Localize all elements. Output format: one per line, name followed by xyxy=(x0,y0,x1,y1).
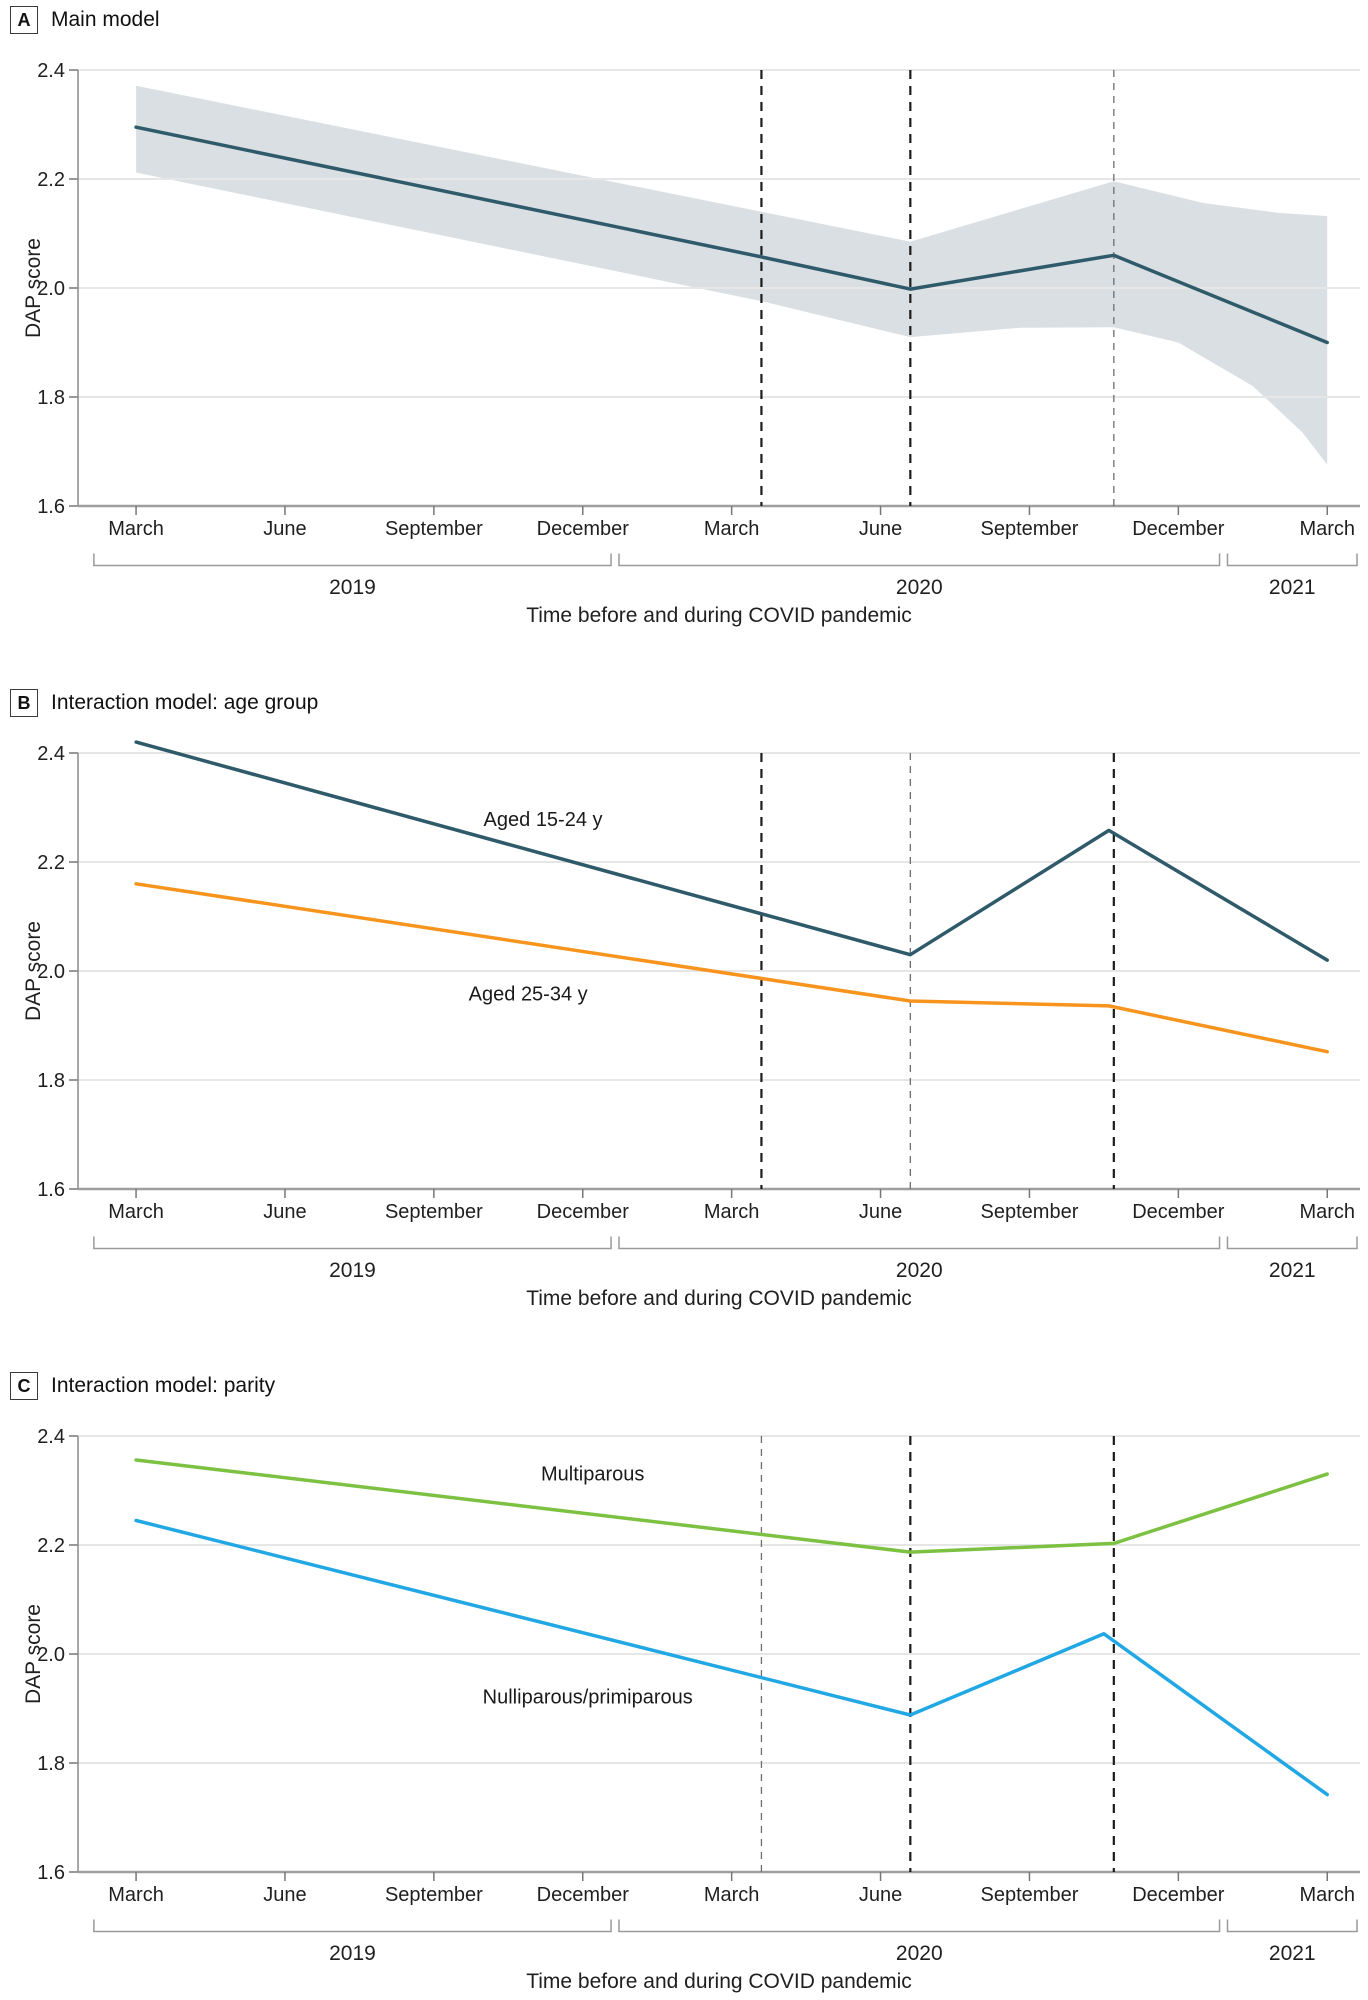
series-aged-15-24-y xyxy=(134,740,1329,962)
series-label: Aged 15-24 y xyxy=(484,809,603,831)
panel-title: Main model xyxy=(51,8,160,31)
y-tick-label: 2.0 xyxy=(37,1644,65,1666)
x-tick-label: March xyxy=(704,1884,760,1906)
y-tick-label: 1.6 xyxy=(37,496,65,518)
y-tick-label: 2.4 xyxy=(37,1426,65,1448)
y-tick-label: 1.6 xyxy=(37,1179,65,1201)
x-tick-label: December xyxy=(1132,1884,1225,1906)
year-bracket xyxy=(618,1236,1221,1250)
x-tick-label: September xyxy=(981,1884,1079,1906)
y-tick-label: 2.2 xyxy=(37,1535,65,1557)
year-label: 2020 xyxy=(896,1942,943,1965)
panel-letter-badge: B xyxy=(10,689,38,717)
year-bracket xyxy=(93,1919,612,1933)
y-tick-label: 2.4 xyxy=(37,60,65,82)
x-tick-label: March xyxy=(108,518,164,540)
x-tick-label: September xyxy=(981,518,1079,540)
year-label: 2019 xyxy=(329,1259,376,1282)
series-aged-25-34-y xyxy=(134,882,1329,1054)
y-tick-label: 1.8 xyxy=(37,1753,65,1775)
y-tick-label: 2.0 xyxy=(37,278,65,300)
x-tick-label: March xyxy=(108,1201,164,1223)
x-tick-label: March xyxy=(704,1201,760,1223)
x-tick-label: June xyxy=(263,518,306,540)
y-tick-label: 2.2 xyxy=(37,169,65,191)
x-axis-title: Time before and during COVID pandemic xyxy=(526,604,912,627)
year-label: 2021 xyxy=(1269,576,1316,599)
x-tick-label: March xyxy=(1299,1201,1355,1223)
x-tick-label: September xyxy=(385,1201,483,1223)
chart-interaction-age-group: 1.6 1.8 2.0 2.2 2.4 March June September Decembe… xyxy=(22,740,1360,1310)
x-tick-label: June xyxy=(263,1884,306,1906)
year-bracket xyxy=(93,553,612,567)
y-axis-title: DAP score xyxy=(22,921,45,1021)
y-axis-title: DAP score xyxy=(22,238,45,338)
x-tick-label: June xyxy=(859,1884,902,1906)
series-nulliparous-primiparous xyxy=(134,1518,1329,1797)
x-tick-label: December xyxy=(537,1884,630,1906)
x-tick-label: December xyxy=(537,518,630,540)
y-tick-label: 2.4 xyxy=(37,743,65,765)
series-main-model-estimate xyxy=(134,125,1329,345)
year-bracket xyxy=(1226,1919,1358,1933)
year-label: 2019 xyxy=(329,1942,376,1965)
y-tick-label: 1.8 xyxy=(37,387,65,409)
panel-title: Interaction model: age group xyxy=(51,691,319,714)
chart-main-model: 1.6 1.8 2.0 2.2 2.4 March June September Decembe… xyxy=(22,60,1360,627)
x-tick-label: March xyxy=(108,1884,164,1906)
year-label: 2019 xyxy=(329,576,376,599)
x-axis-title: Time before and during COVID pandemic xyxy=(526,1287,912,1310)
panel-title: Interaction model: parity xyxy=(51,1374,276,1397)
year-bracket xyxy=(1226,553,1358,567)
x-tick-label: September xyxy=(385,1884,483,1906)
year-bracket xyxy=(1226,1236,1358,1250)
x-tick-label: December xyxy=(537,1201,630,1223)
panel-main-model: A Main model 1.6 1.8 2.0 2.2 2.4 March June Sep… xyxy=(0,0,1368,683)
panel-header: C Interaction model: parity xyxy=(10,1372,275,1400)
y-tick-label: 2.0 xyxy=(37,961,65,983)
x-tick-label: March xyxy=(704,518,760,540)
x-axis-title: Time before and during COVID pandemic xyxy=(526,1970,912,1993)
series-label: Aged 25-34 y xyxy=(469,983,588,1005)
series-multiparous xyxy=(134,1458,1329,1554)
y-tick-label: 1.6 xyxy=(37,1862,65,1884)
y-axis-title: DAP score xyxy=(22,1604,45,1704)
x-tick-label: September xyxy=(981,1201,1079,1223)
x-tick-label: June xyxy=(263,1201,306,1223)
year-label: 2021 xyxy=(1269,1259,1316,1282)
panel-interaction-parity: C Interaction model: parity 1.6 1.8 2.0 2.2… xyxy=(0,1366,1368,2000)
confidence-band xyxy=(136,85,1328,465)
x-tick-label: March xyxy=(1299,1884,1355,1906)
series-label: Multiparous xyxy=(541,1464,644,1486)
year-bracket xyxy=(618,1919,1221,1933)
year-label: 2021 xyxy=(1269,1942,1316,1965)
panel-letter-badge: C xyxy=(10,1372,38,1400)
series-label: Nulliparous/primiparous xyxy=(483,1687,693,1709)
year-label: 2020 xyxy=(896,576,943,599)
x-tick-label: December xyxy=(1132,1201,1225,1223)
chart-interaction-parity: 1.6 1.8 2.0 2.2 2.4 March June September Decembe… xyxy=(22,1426,1360,1993)
x-tick-label: June xyxy=(859,518,902,540)
year-bracket xyxy=(93,1236,612,1250)
y-tick-label: 2.2 xyxy=(37,852,65,874)
x-tick-label: June xyxy=(859,1201,902,1223)
x-tick-label: September xyxy=(385,518,483,540)
y-tick-label: 1.8 xyxy=(37,1070,65,1092)
x-tick-label: March xyxy=(1299,518,1355,540)
panel-interaction-age-group: B Interaction model: age group 1.6 1.8 2.0… xyxy=(0,683,1368,1366)
year-bracket xyxy=(618,553,1221,567)
panel-header: A Main model xyxy=(10,6,160,34)
panel-header: B Interaction model: age group xyxy=(10,689,318,717)
x-tick-label: December xyxy=(1132,518,1225,540)
year-label: 2020 xyxy=(896,1259,943,1282)
panel-letter-badge: A xyxy=(10,6,38,34)
